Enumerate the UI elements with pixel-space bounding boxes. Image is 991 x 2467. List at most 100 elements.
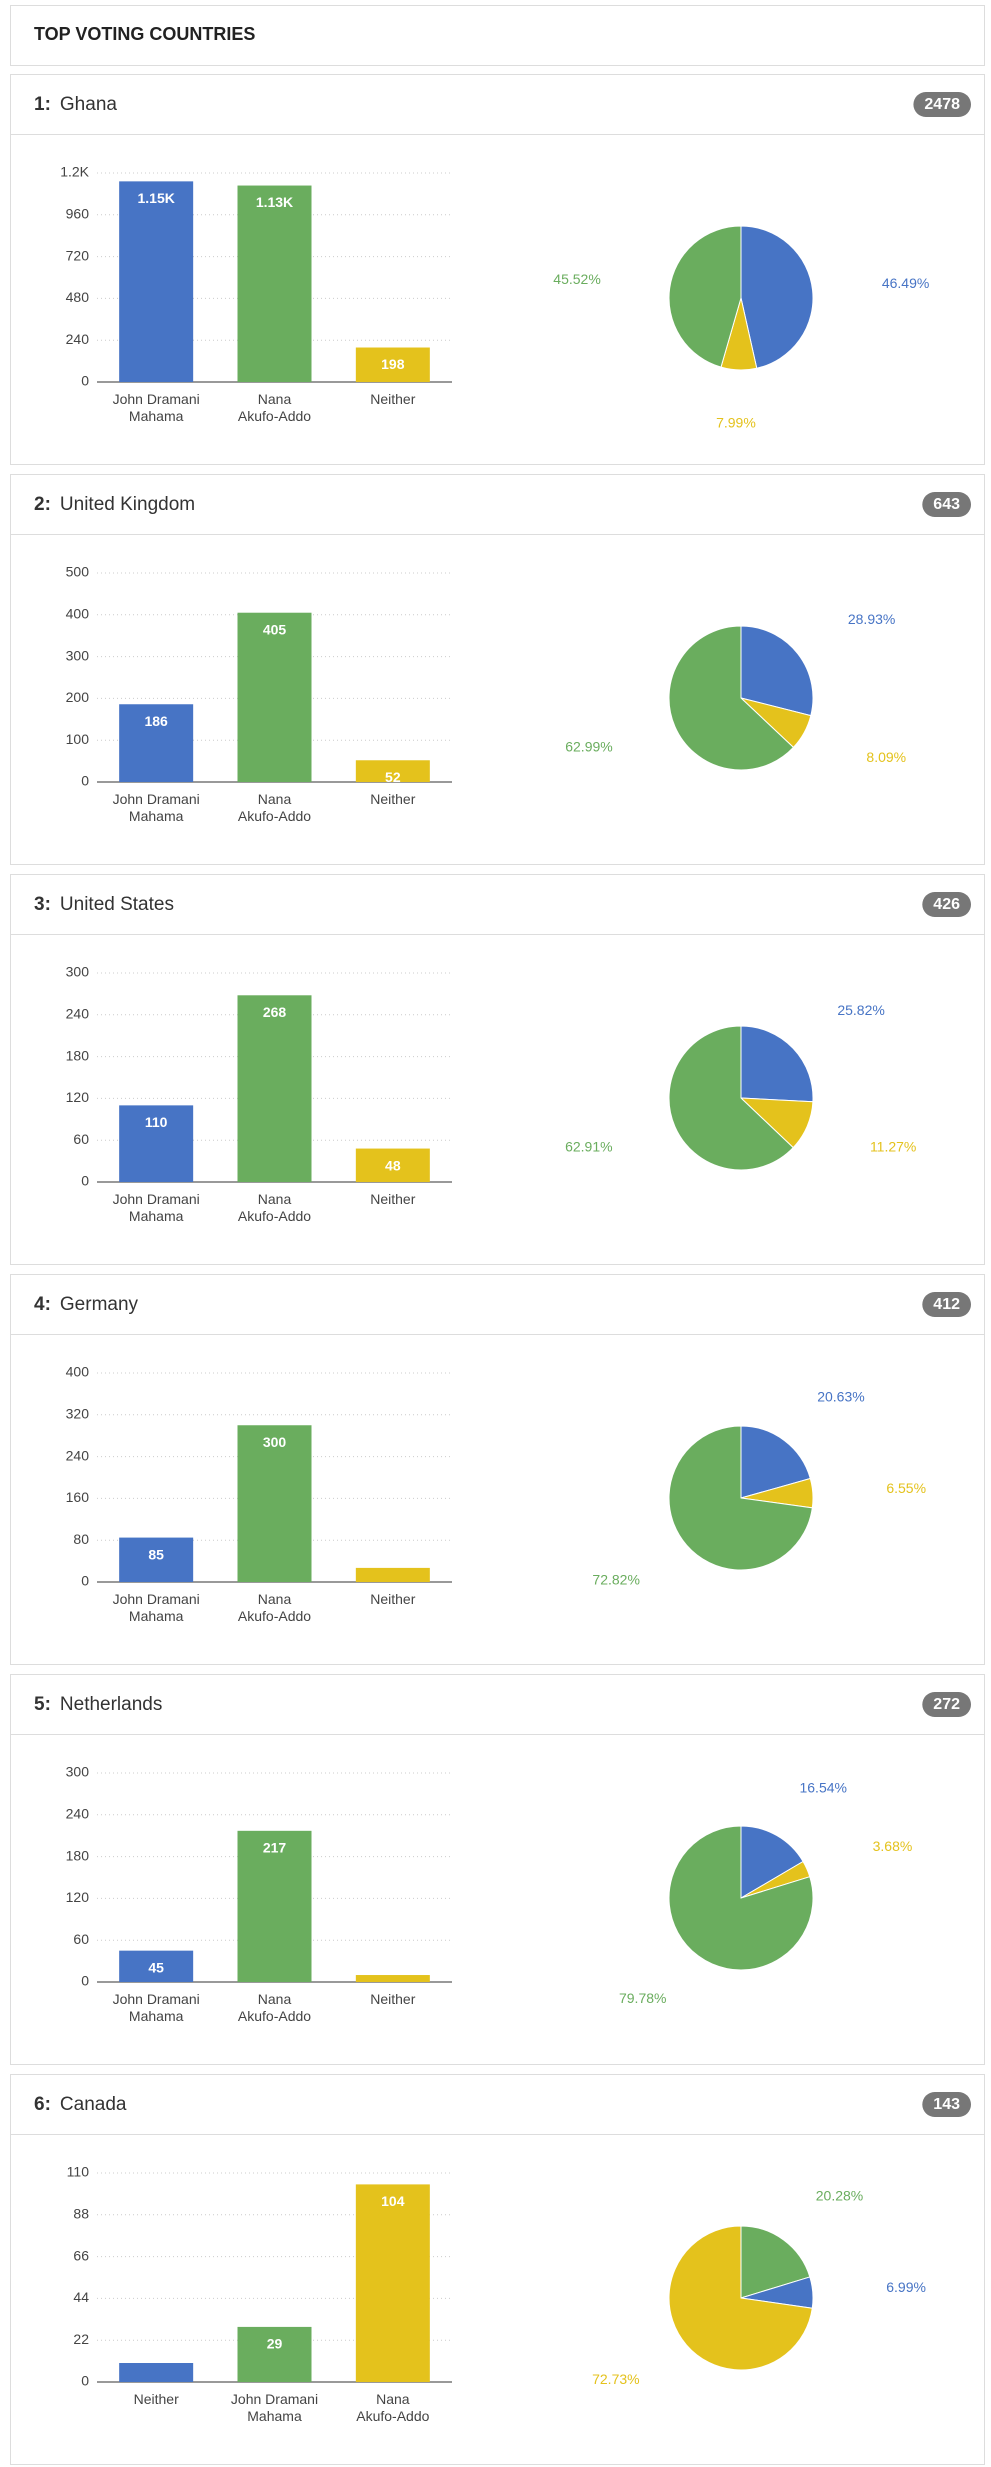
x-tick-label: John Dramani Mahama — [113, 1591, 200, 1624]
y-tick-label: 0 — [81, 1573, 89, 1589]
x-tick-label: Neither — [370, 1991, 415, 2007]
panel-frame — [10, 874, 985, 1265]
bar — [355, 347, 430, 382]
bar — [237, 1425, 312, 1582]
pie-label: 79.78% — [619, 1990, 666, 2006]
rank: 2: — [34, 494, 51, 515]
value-label: 52 — [385, 769, 401, 785]
pie-label: 11.27% — [870, 1138, 916, 1154]
pie-label: 7.99% — [716, 415, 756, 431]
country-panel: 3: United States 426 0 60 120 180 240 300 110 John… — [10, 874, 985, 1265]
y-tick-label: 80 — [73, 1531, 89, 1547]
value-label: 268 — [263, 1004, 287, 1020]
pie-slice — [668, 2225, 813, 2371]
y-tick-label: 0 — [81, 1973, 89, 1989]
pie-slice — [740, 1025, 814, 1103]
pie-label: 20.63% — [817, 1388, 864, 1404]
x-tick-label: John Dramani Mahama — [231, 2391, 318, 2424]
value-label: 29 — [267, 2336, 283, 2352]
y-tick-label: 240 — [66, 1806, 90, 1822]
x-tick-label: Neither — [370, 391, 415, 407]
panel-frame — [10, 2074, 985, 2465]
count: 412 — [933, 1296, 960, 1313]
bar — [119, 1537, 194, 1582]
y-tick-label: 300 — [66, 1764, 90, 1780]
x-tick-label: John Dramani Mahama — [113, 391, 200, 424]
y-tick-label: 480 — [66, 289, 90, 305]
bar — [119, 2363, 194, 2382]
count: 272 — [933, 1696, 960, 1713]
panel-frame — [10, 1274, 985, 1665]
y-tick-label: 66 — [73, 2247, 89, 2263]
x-tick-label: John Dramani Mahama — [113, 791, 200, 824]
y-tick-label: 1.2K — [60, 164, 89, 180]
value-label: 300 — [263, 1434, 287, 1450]
panel-frame — [10, 474, 985, 865]
page-title: TOP VOTING COUNTRIES — [34, 24, 255, 44]
y-tick-label: 320 — [66, 1406, 90, 1422]
x-tick-label: Neither — [370, 1591, 415, 1607]
pie-label: 62.91% — [565, 1138, 612, 1154]
country-name: Germany — [60, 1294, 139, 1315]
x-tick-label: Neither — [370, 1191, 415, 1207]
value-label: 186 — [144, 713, 168, 729]
count: 143 — [933, 2096, 960, 2113]
country-name: United Kingdom — [60, 494, 195, 515]
pie-label: 16.54% — [799, 1779, 846, 1795]
y-tick-label: 960 — [66, 206, 90, 222]
value-label: 110 — [145, 1114, 168, 1130]
pie-label: 72.73% — [592, 2371, 639, 2387]
x-tick-label: John Dramani Mahama — [113, 1991, 200, 2024]
country-name: Canada — [60, 2094, 127, 2115]
count-badge — [922, 1692, 971, 1717]
pie-slice — [740, 2225, 811, 2299]
rank: 6: — [34, 2094, 51, 2115]
value-label: 1.13K — [256, 194, 293, 210]
bar — [355, 1567, 430, 1582]
pie-slice — [740, 225, 814, 369]
y-tick-label: 200 — [66, 689, 90, 705]
y-tick-label: 60 — [73, 1131, 89, 1147]
country-name: Netherlands — [60, 1694, 162, 1715]
bar — [355, 2184, 430, 2382]
y-tick-label: 240 — [66, 1006, 90, 1022]
value-label: 1.15K — [137, 190, 174, 206]
value-label: 48 — [385, 1157, 401, 1173]
y-tick-label: 160 — [66, 1489, 90, 1505]
count-badge — [922, 492, 971, 517]
count: 643 — [933, 496, 960, 513]
rank: 5: — [34, 1694, 51, 1715]
y-tick-label: 180 — [66, 1047, 90, 1063]
title-panel — [10, 5, 985, 66]
bar — [119, 1950, 194, 1982]
pie-slice — [668, 625, 795, 771]
country-name: United States — [60, 894, 174, 915]
pie-slice — [740, 1425, 811, 1499]
pie-label: 3.68% — [873, 1838, 913, 1854]
x-tick-label: John Dramani Mahama — [113, 1191, 200, 1224]
pie-label: 25.82% — [837, 1002, 884, 1018]
pie-label: 62.99% — [565, 739, 612, 755]
x-tick-label: Neither — [134, 2391, 179, 2407]
bar — [119, 181, 194, 382]
bar — [119, 704, 194, 782]
y-tick-label: 88 — [73, 2206, 89, 2222]
y-tick-label: 240 — [66, 331, 90, 347]
value-label: 217 — [263, 1840, 287, 1856]
y-tick-label: 180 — [66, 1847, 90, 1863]
y-tick-label: 44 — [73, 2289, 89, 2305]
count-badge — [922, 892, 971, 917]
pie-slice — [740, 1825, 804, 1899]
country-panel: 2: United Kingdom 643 0 100 200 300 400 500 186 Jo… — [10, 474, 985, 865]
pie-label: 46.49% — [882, 275, 929, 291]
count-badge — [922, 1292, 971, 1317]
bar — [237, 612, 312, 782]
x-tick-label: Nana Akufo-Addo — [238, 1591, 311, 1624]
pie-label: 20.28% — [816, 2187, 863, 2203]
panel-frame — [10, 1674, 985, 2065]
value-label: 405 — [263, 621, 287, 637]
country-panel: 6: Canada 143 0 22 44 66 88 110 Neither 29 John Dra… — [10, 2074, 985, 2465]
pie-slice — [668, 1025, 794, 1171]
y-tick-label: 120 — [66, 1089, 90, 1105]
